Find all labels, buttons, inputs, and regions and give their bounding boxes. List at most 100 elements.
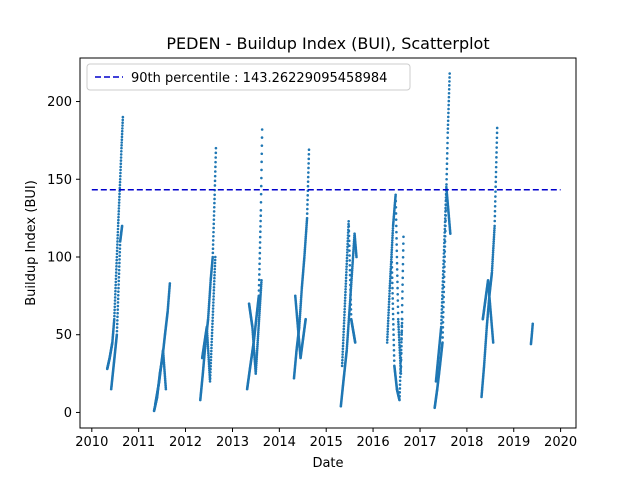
data-point [346,242,349,246]
data-point [447,107,450,111]
data-point [445,172,449,176]
y-tick-label: 200 [47,95,72,110]
data-point [345,270,348,274]
data-point [352,247,355,251]
data-point [493,205,497,208]
data-point [347,229,351,233]
data-point [303,250,307,253]
data-point [114,289,117,293]
data-point [399,356,403,359]
data-point [444,213,447,217]
data-point [298,321,301,325]
x-tick-label: 2018 [450,435,483,450]
data-point [495,141,499,144]
data-point [348,309,351,313]
data-point [115,252,119,256]
data-point [402,235,405,239]
data-point [441,336,444,339]
data-point [346,330,350,333]
data-point [442,248,446,252]
data-point [211,251,215,255]
data-point [343,299,347,302]
data-point [394,193,397,197]
data-point [446,115,450,119]
x-tick-label: 2017 [403,435,436,450]
data-point [114,280,118,284]
data-point [344,273,348,277]
data-point [207,310,210,313]
data-point [392,354,396,357]
data-point [260,136,264,139]
data-point [300,294,303,298]
data-point [390,250,393,254]
data-point [212,214,216,217]
data-point [443,224,447,227]
data-point [209,280,212,284]
data-point [483,358,486,362]
data-point [442,245,446,248]
data-point [117,215,120,219]
data-point [211,255,215,259]
data-point [439,325,443,329]
data-point [116,315,119,319]
data-point [212,205,216,209]
data-point [495,146,498,149]
data-point [493,224,496,228]
data-point [305,224,308,227]
data-point [483,355,487,358]
data-point [398,383,402,386]
data-point [212,218,216,221]
data-point [494,165,498,169]
data-point [396,305,400,309]
data-point [397,330,401,334]
data-point [212,292,216,295]
data-point [387,300,391,303]
data-point [345,345,349,348]
data-point [401,249,405,252]
data-point [349,303,353,306]
data-point [490,269,494,272]
chart-title: PEDEN - Buildup Index (BUI), Scatterplot [166,34,489,53]
data-point [449,232,452,235]
data-point [395,237,398,240]
data-point [113,308,116,312]
data-point [347,319,351,322]
data-point [303,248,307,251]
data-point [206,349,210,353]
data-point [346,337,349,341]
legend: 90th percentile : 143.26229095458984 [86,63,411,91]
data-point [119,159,123,162]
data-point [209,364,212,368]
data-point [119,174,122,178]
data-point [257,324,260,328]
data-point [390,271,394,274]
data-point [207,351,210,355]
data-point [345,256,349,260]
data-point [397,338,401,342]
data-point [120,224,124,228]
data-point [495,156,498,159]
data-point [347,322,350,326]
data-point [485,327,488,331]
data-point [342,336,345,339]
data-point [397,336,401,339]
data-point [211,319,214,322]
data-point [116,293,120,297]
data-point [254,366,258,369]
data-point [117,212,120,216]
data-point [401,269,405,273]
data-point [398,387,402,390]
data-point [340,364,344,368]
data-point [442,266,445,269]
data-point [214,146,218,150]
data-point [342,319,346,322]
data-point [353,341,357,344]
data-point [208,373,212,377]
data-point [396,274,399,277]
data-point [345,259,349,263]
data-point [259,291,263,295]
data-point [344,282,348,285]
data-point [387,316,390,320]
data-point [345,348,349,352]
data-point [255,357,258,361]
